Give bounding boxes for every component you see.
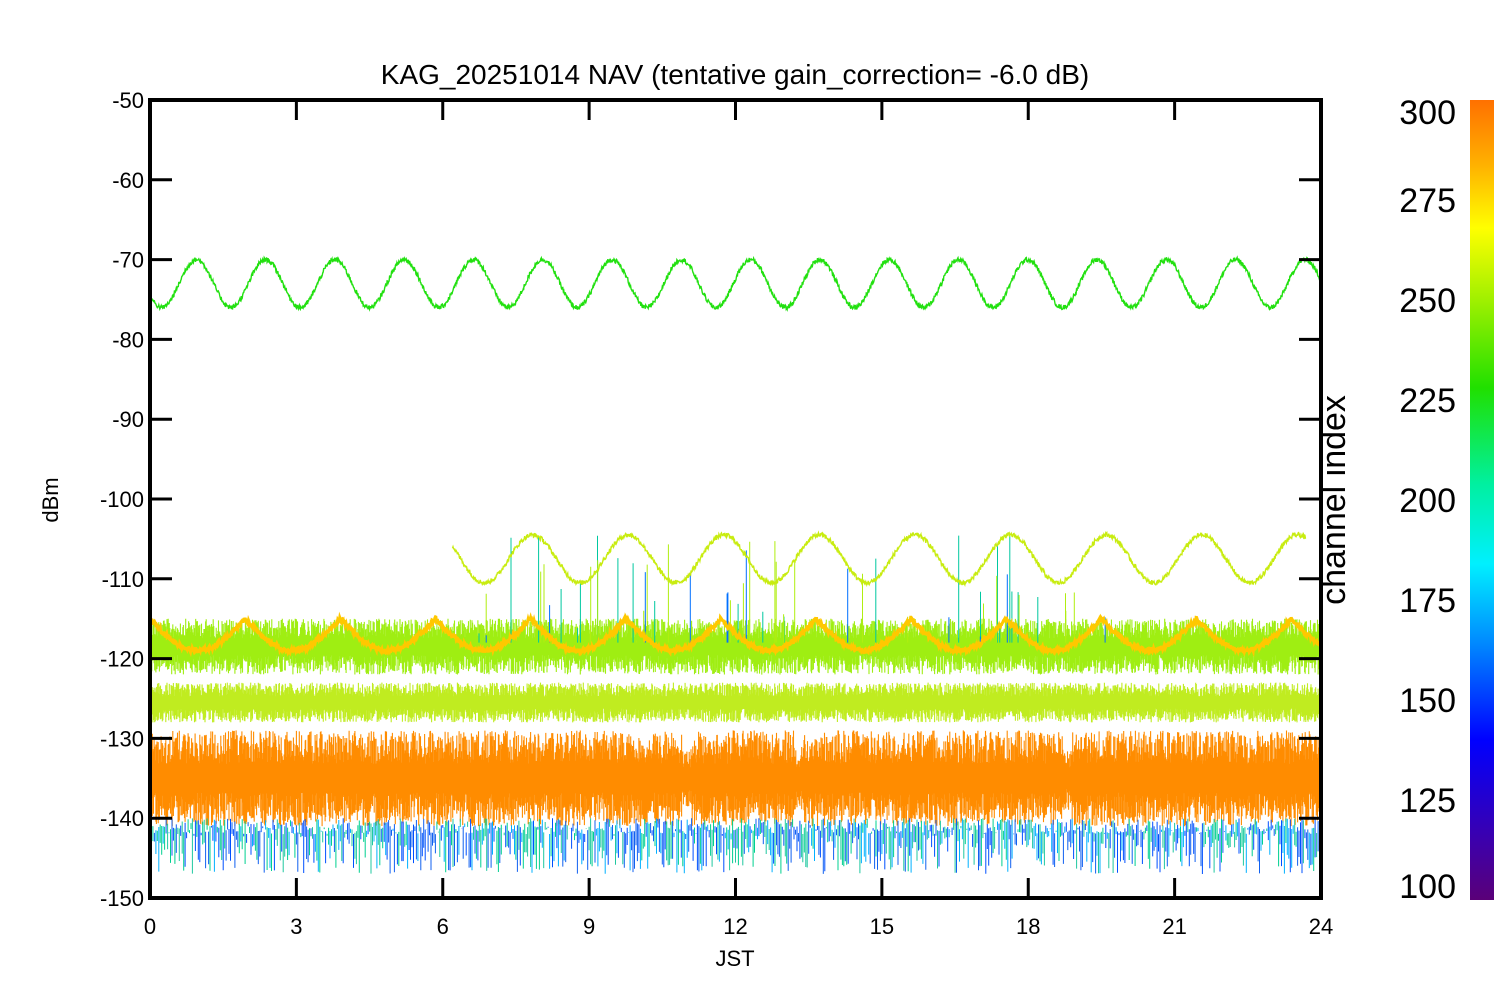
colorbar-tick-label: 300 — [1399, 94, 1456, 132]
colorbar-label: channel index — [1315, 395, 1353, 605]
colorbar-tick-label: 275 — [1399, 182, 1456, 220]
spike-path — [150, 818, 1319, 874]
colorbar-tick-label: 250 — [1399, 282, 1456, 320]
colorbar-tick-label: 100 — [1399, 868, 1456, 906]
y-tick-label: -110 — [102, 567, 144, 592]
x-tick-label: 18 — [1016, 914, 1040, 939]
y-tick-label: -120 — [100, 647, 144, 672]
series-upper-noise-band — [150, 618, 1321, 675]
y-tick-label: -140 — [100, 806, 144, 831]
noise-band-path — [150, 730, 1321, 827]
series-secondary-sinusoidal-carrier — [451, 530, 1307, 588]
series-strong-sinusoidal-carrier — [150, 255, 1321, 312]
colorbar-tick-label: 125 — [1399, 782, 1456, 820]
plot-area — [150, 255, 1321, 874]
colorbar-tick-label: 225 — [1399, 382, 1456, 420]
x-axis-label: JST — [715, 946, 754, 971]
spike-path — [155, 818, 1313, 874]
colorbar-tick-label: 200 — [1399, 482, 1456, 520]
series-rectified-carrier — [150, 611, 1321, 658]
chart-title: KAG_20251014 NAV (tentative gain_correct… — [381, 59, 1089, 90]
x-tick-label: 12 — [723, 914, 747, 939]
axis-ticks: 0 3 6 9 12 15 18 21 24 -50 -60 -70 -80 -90 -100 -110 -12… — [100, 88, 1333, 939]
spike-path — [172, 818, 1316, 874]
y-tick-label: -150 — [100, 886, 144, 911]
y-tick-label: -80 — [112, 327, 144, 352]
y-tick-label: -60 — [112, 168, 144, 193]
x-tick-label: 24 — [1309, 914, 1333, 939]
x-tick-label: 15 — [870, 914, 894, 939]
x-tick-label: 0 — [144, 914, 156, 939]
y-tick-label: -100 — [100, 487, 144, 512]
y-tick-label: -50 — [112, 88, 144, 113]
colorbar-ticks: 300 275 250 225 200 175 150 125 100 — [1399, 94, 1456, 906]
series-low-spikes — [150, 818, 1320, 874]
y-tick-label: -90 — [112, 407, 144, 432]
x-tick-label: 21 — [1162, 914, 1186, 939]
colorbar — [1470, 100, 1494, 900]
colorbar-tick-label: 175 — [1399, 582, 1456, 620]
y-axis-label: dBm — [38, 477, 63, 522]
colorbar-tick-label: 150 — [1399, 682, 1456, 720]
spike-path — [485, 550, 1106, 643]
x-tick-label: 3 — [290, 914, 302, 939]
x-tick-label: 9 — [583, 914, 595, 939]
spike-path — [152, 818, 1320, 874]
series-lower-noise-floor — [150, 730, 1321, 827]
series-middle-noise-band — [150, 682, 1321, 723]
y-tick-label: -70 — [112, 248, 144, 273]
series-up-spikes — [478, 534, 1106, 643]
noise-band-path — [150, 618, 1321, 675]
y-tick-label: -130 — [100, 726, 144, 751]
x-tick-label: 6 — [437, 914, 449, 939]
noise-band-path — [150, 682, 1321, 723]
